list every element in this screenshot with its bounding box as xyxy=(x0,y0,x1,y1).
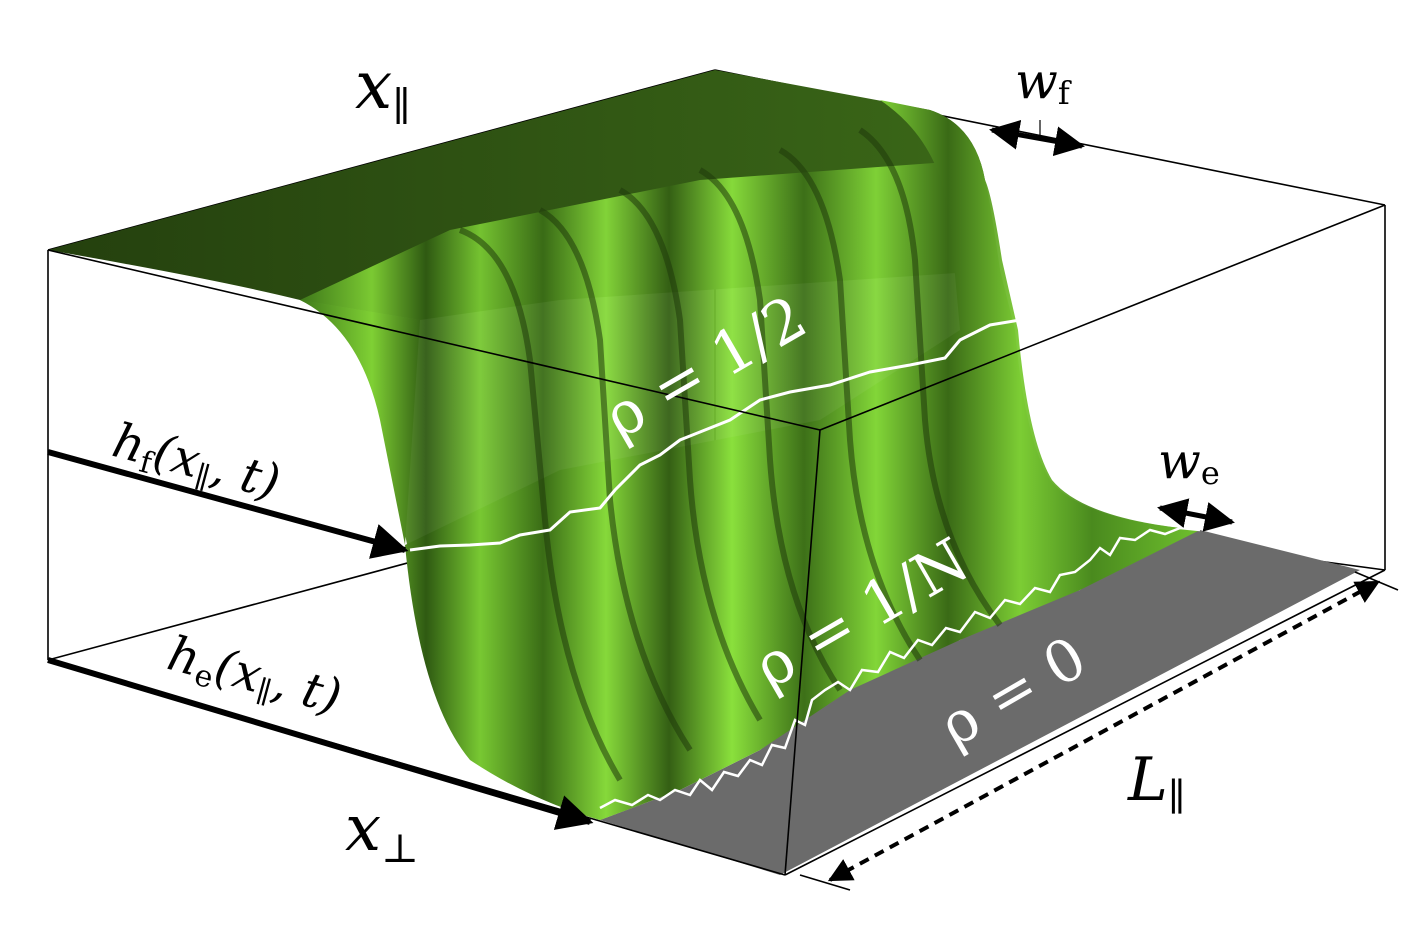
contour-rho-half xyxy=(409,318,1021,552)
x-perp-label: x⊥ xyxy=(345,792,419,872)
x-perp-arrow xyxy=(47,657,594,830)
l-parallel-label: L∥ xyxy=(1127,745,1185,819)
w-e-arrow xyxy=(1157,498,1235,532)
l-parallel-tick-start xyxy=(799,874,851,891)
l-parallel-tick-end xyxy=(1354,571,1399,591)
h-f-arrow xyxy=(47,449,409,559)
l-parallel-arrow xyxy=(827,580,1381,882)
w-f-label: wf xyxy=(1015,52,1072,112)
h-e-label: he(x∥, t) xyxy=(161,625,347,729)
x-parallel-label: x∥ xyxy=(355,47,411,130)
h-f-label: hf(x∥, t) xyxy=(106,412,286,514)
w-e-label: we xyxy=(1158,432,1220,492)
w-f-arrow xyxy=(989,119,1085,157)
